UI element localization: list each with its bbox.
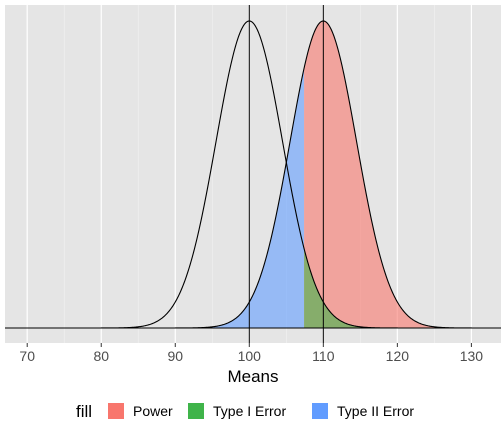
plot-panel xyxy=(5,5,501,343)
x-axis: 70 80 90 100 110 120 130 xyxy=(19,343,483,364)
legend-title: fill xyxy=(76,402,92,421)
x-tick-label: 130 xyxy=(460,348,484,364)
x-tick-label: 80 xyxy=(93,348,109,364)
reference-lines xyxy=(5,5,501,343)
x-tick-label: 120 xyxy=(386,348,410,364)
x-tick-label: 100 xyxy=(238,348,262,364)
legend-label: Type I Error xyxy=(213,403,286,419)
legend-key-type-i-error xyxy=(188,403,204,419)
legend: fill Power Type I Error Type II Error xyxy=(76,402,414,421)
legend-label: Type II Error xyxy=(337,403,414,419)
legend-key-power xyxy=(108,403,124,419)
power-area xyxy=(304,21,501,328)
legend-key-type-ii-error xyxy=(312,403,328,419)
legend-label: Power xyxy=(133,403,173,419)
x-axis-title: Means xyxy=(227,367,278,386)
x-tick-label: 110 xyxy=(312,348,335,364)
x-tick-label: 70 xyxy=(19,348,35,364)
type-ii-error-area xyxy=(5,68,305,328)
x-tick-label: 90 xyxy=(167,348,183,364)
